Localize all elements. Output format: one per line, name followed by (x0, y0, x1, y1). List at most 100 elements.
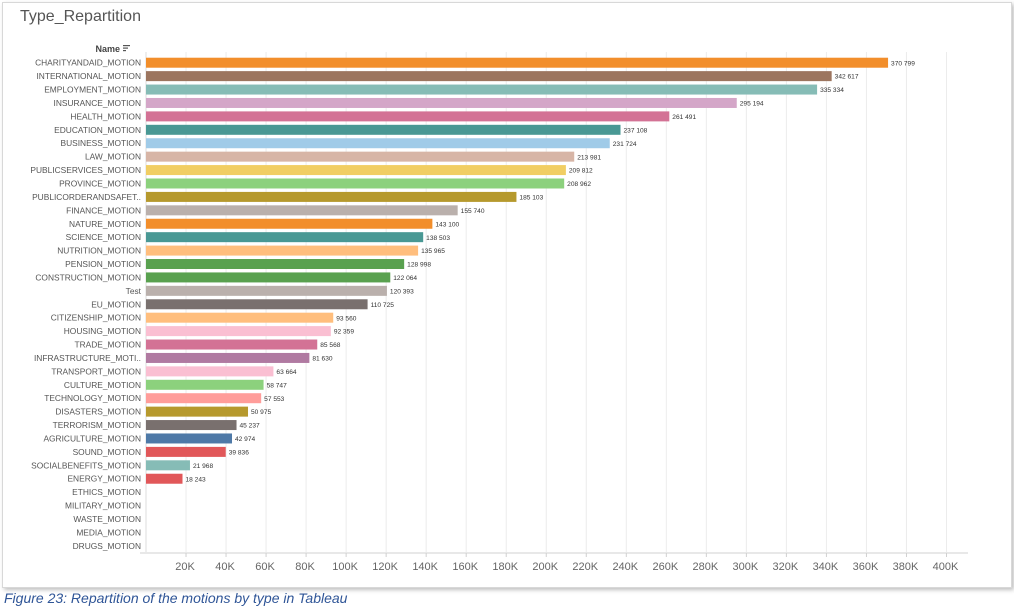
category-label: NATURE_MOTION (69, 219, 141, 229)
category-label: FINANCE_MOTION (66, 205, 141, 215)
bar (146, 97, 737, 108)
x-tick-label: 400K (933, 561, 959, 573)
value-label: 85 568 (320, 342, 341, 349)
x-tick-label: 380K (893, 561, 919, 573)
x-tick-label: 280K (692, 561, 718, 573)
bar (146, 71, 832, 82)
category-label: ENERGY_MOTION (67, 474, 141, 484)
bar (146, 218, 433, 229)
value-label: 208 962 (567, 181, 591, 188)
bar (146, 299, 368, 310)
x-tick-label: 20K (175, 561, 195, 573)
value-label: 45 237 (240, 423, 261, 430)
bar (146, 379, 264, 390)
category-label: Test (126, 286, 142, 296)
sort-descending-icon[interactable] (123, 45, 130, 52)
value-label: 342 617 (835, 74, 859, 81)
sheet-title: Type_Repartition (20, 8, 141, 25)
category-label: SCIENCE_MOTION (66, 232, 141, 242)
category-label: CITIZENSHIP_MOTION (51, 313, 141, 323)
category-label: CONSTRUCTION_MOTION (35, 272, 141, 282)
value-label: 261 491 (672, 114, 696, 121)
category-label: SOUND_MOTION (73, 447, 141, 457)
x-tick-label: 200K (532, 561, 558, 573)
value-label: 122 064 (393, 275, 417, 282)
value-label: 213 981 (577, 154, 601, 161)
category-label: SOCIALBENEFITS_MOTION (31, 460, 141, 470)
bar (146, 446, 226, 457)
category-label: TRANSPORT_MOTION (51, 366, 141, 376)
bar (146, 165, 566, 176)
bar-chart: Name CHARITYANDAID_MOTION 370 799 INTERNATI… (30, 44, 968, 573)
value-label: 58 747 (267, 382, 288, 389)
category-label: INSURANCE_MOTION (54, 98, 141, 108)
bar (146, 406, 249, 417)
category-label: EMPLOYMENT_MOTION (44, 85, 141, 95)
value-label: 57 553 (264, 396, 285, 403)
bar (146, 259, 405, 270)
category-label: MILITARY_MOTION (65, 501, 141, 511)
value-label: 237 108 (624, 127, 648, 134)
category-label: MEDIA_MOTION (76, 527, 141, 537)
bar (146, 352, 310, 363)
bar (146, 84, 818, 95)
x-tick-label: 240K (612, 561, 638, 573)
x-tick-label: 300K (733, 561, 759, 573)
category-label: HEALTH_MOTION (70, 111, 141, 121)
category-label: WASTE_MOTION (73, 514, 141, 524)
x-tick-label: 100K (332, 561, 358, 573)
bar (146, 393, 262, 404)
bar (146, 232, 424, 243)
category-label: INFRASTRUCTURE_MOTI.. (34, 353, 141, 363)
x-tick-label: 180K (492, 561, 518, 573)
category-label: INTERNATIONAL_MOTION (36, 71, 141, 81)
category-label: PUBLICORDERANDSAFET.. (32, 192, 141, 202)
bar (146, 420, 237, 431)
value-label: 42 974 (235, 436, 256, 443)
bar (146, 57, 889, 68)
x-tick-label: 120K (372, 561, 398, 573)
value-label: 110 725 (371, 302, 395, 309)
value-label: 63 664 (276, 369, 297, 376)
value-label: 81 630 (312, 356, 333, 363)
x-tick-label: 140K (412, 561, 438, 573)
figure-caption: Figure 23: Repartition of the motions by… (4, 590, 348, 606)
value-label: 295 194 (740, 101, 764, 108)
category-label: CULTURE_MOTION (64, 380, 141, 390)
x-tick-label: 320K (773, 561, 799, 573)
bar (146, 473, 183, 484)
row-header-label: Name (95, 44, 120, 54)
x-tick-label: 160K (452, 561, 478, 573)
bar (146, 366, 274, 377)
bar (146, 138, 610, 149)
category-label: TECHNOLOGY_MOTION (44, 393, 141, 403)
value-label: 143 100 (435, 221, 459, 228)
category-label: EU_MOTION (91, 299, 141, 309)
value-label: 335 334 (820, 87, 844, 94)
category-label: NUTRITION_MOTION (57, 246, 141, 256)
x-tick-label: 340K (813, 561, 839, 573)
category-label: CHARITYANDAID_MOTION (35, 58, 141, 68)
value-label: 21 968 (193, 463, 214, 470)
category-label: BUSINESS_MOTION (60, 138, 141, 148)
category-label: AGRICULTURE_MOTION (43, 433, 141, 443)
category-label: PUBLICSERVICES_MOTION (30, 165, 141, 175)
bar (146, 433, 233, 444)
value-label: 92 359 (334, 329, 355, 336)
category-label: EDUCATION_MOTION (54, 125, 141, 135)
category-label: PENSION_MOTION (65, 259, 141, 269)
value-label: 155 740 (461, 208, 485, 215)
x-tick-label: 260K (652, 561, 678, 573)
bar (146, 205, 458, 216)
category-label: ETHICS_MOTION (72, 487, 141, 497)
category-label: HOUSING_MOTION (64, 326, 141, 336)
bar (146, 312, 334, 323)
value-label: 39 836 (229, 449, 250, 456)
bar (146, 460, 190, 471)
value-label: 93 560 (336, 315, 357, 322)
bar (146, 245, 419, 256)
x-tick-label: 220K (572, 561, 598, 573)
bar (146, 124, 621, 135)
category-label: PROVINCE_MOTION (59, 178, 141, 188)
value-label: 128 998 (407, 262, 431, 269)
